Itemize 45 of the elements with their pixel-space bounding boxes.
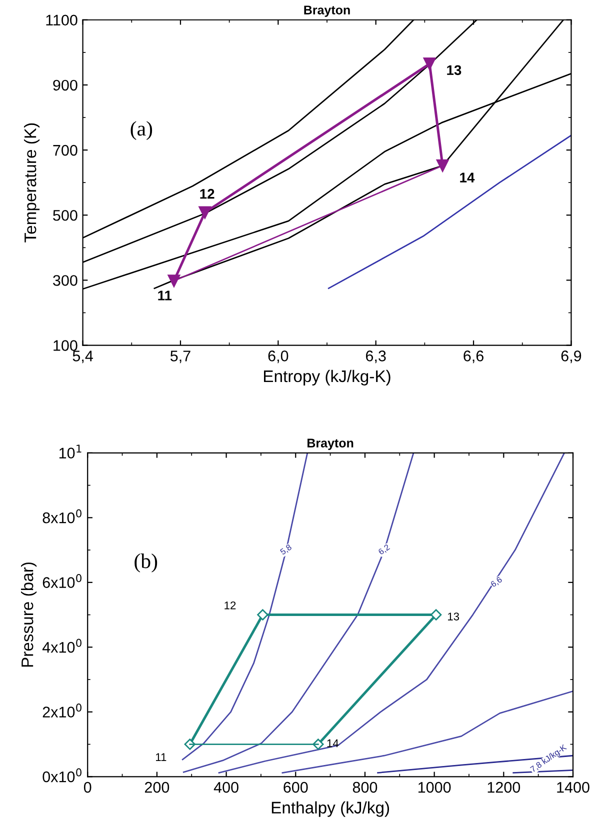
annotation: 13 (447, 65, 462, 76)
x-tick-label: 6,9 (561, 350, 582, 364)
annotation: 11 (158, 290, 172, 300)
annotation: (b) (134, 554, 158, 572)
y-tick-label: 900 (53, 80, 78, 91)
y-tick-label: 0x10$^{0}$ (42, 768, 82, 782)
annotation: 13 (448, 612, 460, 620)
y-tick-label: 6x10$^{0}$ (42, 574, 82, 588)
y-axis-title: Temperature (K) (24, 123, 40, 242)
annotation: 11 (156, 753, 166, 761)
y-tick-label: 700 (53, 144, 78, 156)
x-tick-label: 5,7 (170, 350, 190, 364)
x-tick-label: 1400 (557, 782, 590, 793)
x-tick-label: 200 (144, 782, 170, 793)
chart-title: Brayton (304, 6, 350, 17)
y-tick-label: 10$^{1}$ (59, 444, 82, 458)
x-tick-label: 1000 (418, 782, 451, 793)
x-tick-label: 800 (352, 782, 378, 793)
annotation: 6,6 (490, 576, 504, 588)
y-tick-label: 2x10$^{0}$ (42, 704, 82, 718)
x-tick-label: 6,6 (464, 350, 484, 364)
annotation: (a) (130, 121, 152, 140)
y-tick-label: 8x10$^{0}$ (42, 509, 82, 524)
x-tick-label: 1200 (488, 782, 520, 793)
x-tick-label: 6,0 (268, 350, 288, 364)
y-tick-label: 1100 (46, 14, 78, 26)
y-tick-label: 300 (53, 275, 78, 286)
annotation: 14 (327, 739, 339, 748)
x-tick-label: 6,3 (366, 350, 386, 364)
annotation: 14 (460, 172, 475, 182)
annotation: 12 (200, 188, 214, 199)
y-tick-label: 500 (53, 210, 78, 221)
y-tick-label: 100 (54, 340, 78, 351)
y-axis-title: Pressure (bar) (21, 562, 37, 667)
x-axis-title: Entropy (kJ/kg-K) (264, 370, 390, 386)
annotation: 12 (224, 601, 236, 610)
x-axis-title: Enthalpy (kJ/kg) (272, 801, 390, 817)
x-tick-label: 400 (214, 782, 238, 793)
y-tick-label: 4x10$^{0}$ (42, 638, 82, 653)
annotation: 5,8 (280, 544, 293, 556)
chart-title: Brayton (308, 438, 354, 450)
annotation: 6,2 (378, 544, 391, 556)
x-tick-label: 600 (284, 782, 308, 793)
x-tick-label: 5,4 (72, 350, 93, 364)
x-tick-label: 0 (84, 782, 92, 793)
